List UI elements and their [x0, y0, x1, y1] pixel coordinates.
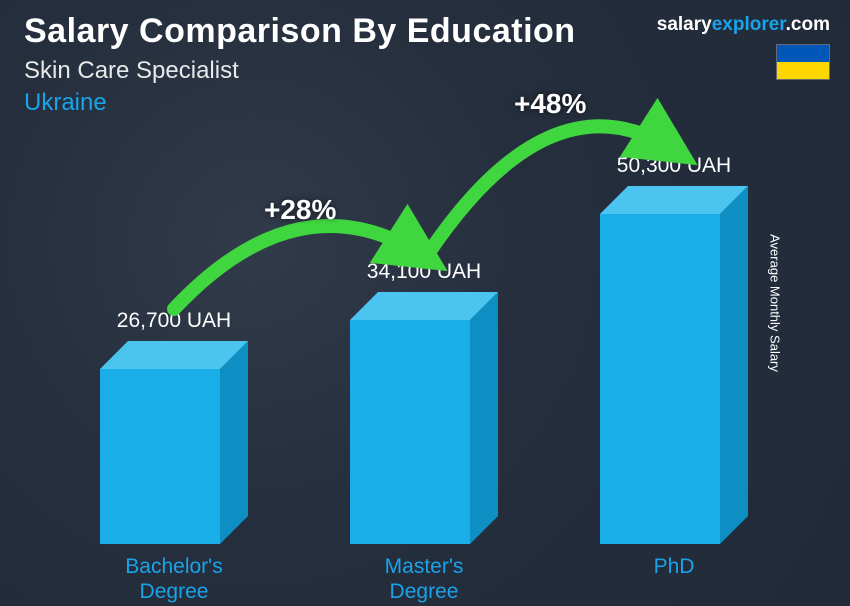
country-flag-icon — [776, 44, 830, 80]
brand-part2: explorer — [712, 14, 786, 35]
page-title: Salary Comparison By Education — [24, 12, 576, 51]
brand-part3: .com — [786, 14, 830, 35]
increase-percent: +48% — [514, 88, 586, 120]
brand-logo: salaryexplorer.com — [657, 14, 830, 36]
brand-part1: salary — [657, 14, 712, 35]
job-title: Skin Care Specialist — [24, 57, 576, 85]
increase-arc — [0, 86, 850, 606]
bar-chart: 26,700 UAHBachelor'sDegree34,100 UAHMast… — [0, 86, 850, 606]
